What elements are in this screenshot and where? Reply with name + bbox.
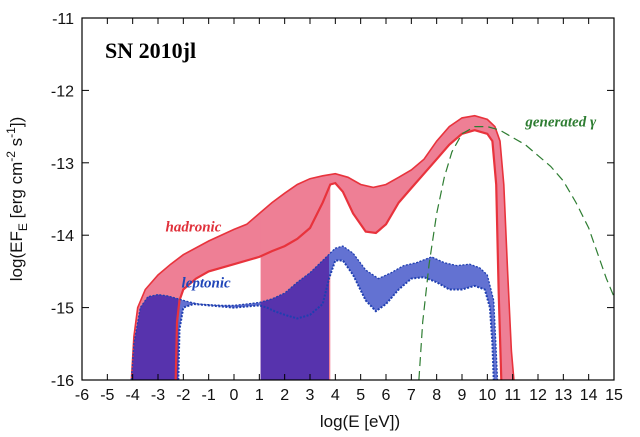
x-tick-label: 13 [554, 387, 572, 404]
hadronic-lower-line [174, 129, 503, 380]
y-tick-label: -11 [52, 11, 74, 28]
x-tick-label: 0 [230, 387, 239, 404]
x-tick-label: 2 [280, 387, 289, 404]
x-tick-label: 11 [504, 387, 521, 404]
x-tick-label: 6 [382, 387, 391, 404]
y-axis-title-end: ]) [7, 117, 26, 127]
hadronic-upper-line [130, 114, 515, 380]
x-tick-label: 1 [255, 387, 264, 404]
y-axis-title: log(EFE [erg cm-2 s-1]) [4, 117, 30, 281]
x-tick-label: 12 [529, 387, 547, 404]
x-tick-label: 9 [458, 387, 467, 404]
y-axis-title-rest: [erg cm [7, 162, 26, 223]
y-tick-label: -14 [51, 228, 74, 245]
curve-layer [130, 114, 614, 380]
series-labels: hadronic leptonic generated γ [166, 115, 597, 292]
leptonic-envelope [131, 246, 498, 380]
x-tick-label: 14 [580, 387, 598, 404]
x-tick-label: -5 [100, 387, 114, 404]
x-tick-label: -1 [202, 387, 216, 404]
x-tick-label: 15 [605, 387, 623, 404]
y-tick-label: -12 [51, 83, 74, 100]
x-tick-label: -4 [126, 387, 140, 404]
leptonic-upper-line [130, 245, 499, 380]
chart-title: SN 2010jl [105, 38, 196, 63]
x-tick-label: 7 [407, 387, 416, 404]
plot-frame [81, 17, 615, 381]
y-axis-title-mid: s [7, 138, 26, 151]
y-axis-title-exp2: -1 [4, 127, 18, 138]
x-tick-label: 8 [432, 387, 441, 404]
axis-ticks: -6 -5 -4 -3 -2 -1 0 1 2 3 4 5 6 7 8 9 10 11 12 13 14 15-16-15… [51, 11, 623, 404]
x-tick-label: 10 [478, 387, 496, 404]
leptonic-band-0 [131, 294, 179, 380]
x-tick-label: 5 [356, 387, 365, 404]
series-label-0: hadronic [166, 220, 222, 236]
series-label-2: generated γ [524, 115, 597, 131]
x-tick-label: -6 [75, 387, 89, 404]
x-tick-label: 3 [306, 387, 315, 404]
x-tick-label: -3 [151, 387, 165, 404]
y-tick-label: -13 [51, 156, 74, 173]
x-tick-label: 4 [331, 387, 340, 404]
y-tick-label: -15 [51, 301, 74, 318]
plot-area [131, 115, 514, 380]
y-axis-title-exp1: -2 [4, 151, 18, 162]
series-label-1: leptonic [182, 275, 232, 291]
y-tick-label: -16 [51, 373, 74, 390]
axes-frame [81, 17, 615, 381]
y-axis-title-main: log(EF [7, 231, 26, 281]
generated-gamma-line [418, 126, 614, 380]
leptonic-lower-line [177, 259, 495, 380]
x-axis-title: log(E [eV]) [320, 412, 400, 431]
x-tick-label: -2 [176, 387, 190, 404]
y-axis-title-sub: E [16, 223, 30, 231]
